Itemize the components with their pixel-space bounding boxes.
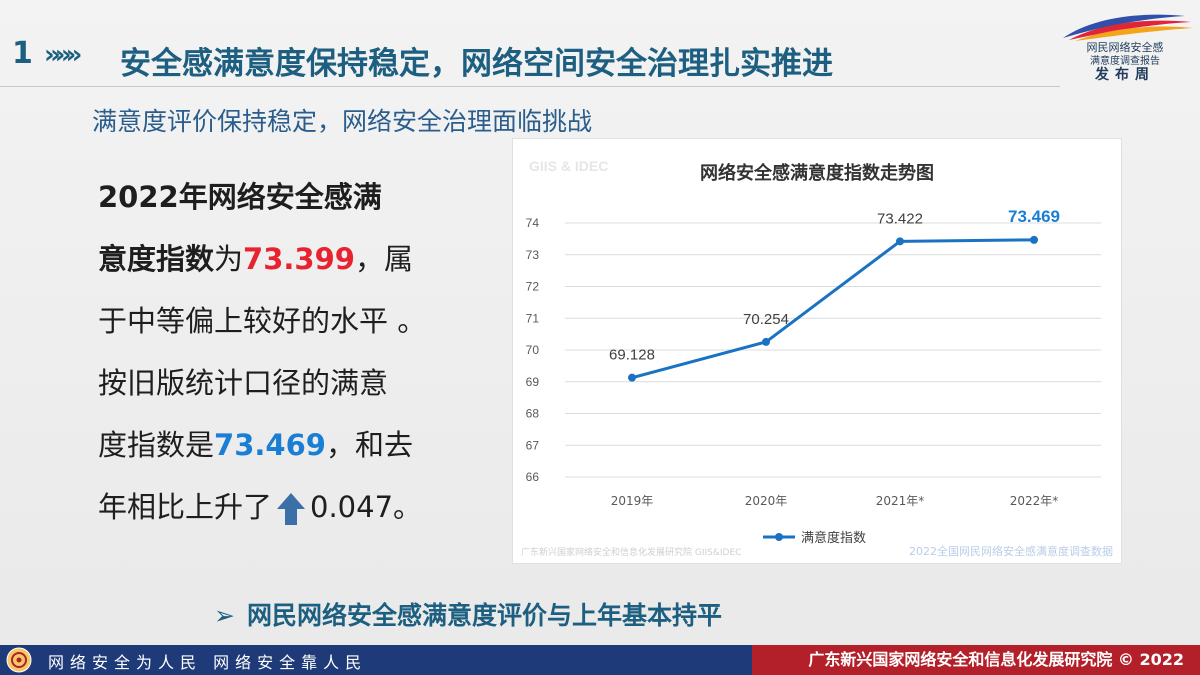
summary-line-1: 2022年网络安全感满 (98, 180, 382, 214)
data-point (896, 237, 904, 246)
y-tick-label: 70 (526, 343, 540, 357)
brand-line-3: 发布周 (1095, 67, 1155, 83)
data-point (628, 373, 636, 382)
legend-swatch-marker (775, 533, 783, 541)
chart-canvas: GIIS & IDEC 网络安全感满意度指数走势图 66 67 68 69 70 71 72 73… (521, 158, 1113, 558)
x-tick-label: 2022年* (1010, 494, 1059, 508)
x-tick-label: 2020年 (745, 494, 788, 508)
footer-copyright: 广东新兴国家网络安全和信息化发展研究院 © 2022 (752, 645, 1200, 675)
summary-line-5-tail: ，和去 (325, 428, 413, 462)
x-tick-label: 2019年 (611, 494, 654, 508)
series-line-satisfaction (631, 238, 1035, 380)
y-tick-label: 68 (526, 407, 540, 421)
trend-chart: GIIS & IDEC 网络安全感满意度指数走势图 66 67 68 69 70 71 72 73… (512, 138, 1122, 564)
y-tick-label: 67 (526, 438, 540, 452)
brand-swoosh-red (1069, 20, 1191, 40)
increase-value: 0.047。 (310, 490, 423, 524)
summary-line-3: 于中等偏上较好的水平 。 (98, 304, 427, 338)
brand-line-1: 网民网络安全感 (1086, 41, 1164, 54)
summary-connector: 为 (214, 242, 244, 276)
chart-watermark-top: GIIS & IDEC (529, 158, 608, 174)
summary-line-5-head: 度指数是 (98, 428, 215, 462)
subtitle: 满意度评价保持稳定，网络安全治理面临挑战 (92, 107, 593, 136)
summary-line-2-tail: ，属 (354, 242, 413, 276)
header-arrows-icon: »»» (44, 40, 82, 70)
y-tick-label: 66 (526, 470, 540, 484)
summary-line-4: 按旧版统计口径的满意 (98, 366, 389, 400)
data-label: 73.422 (877, 210, 923, 227)
data-point (762, 337, 770, 346)
brand-swoosh-yellow (1075, 26, 1193, 41)
summary-line-6-head: 年相比上升了 (98, 490, 273, 524)
summary-line-5: 度指数是73.469，和去 (98, 414, 498, 476)
bullet-arrow-icon: ➢ (214, 601, 235, 630)
index-value-new: 73.399 (243, 242, 355, 276)
key-finding: ➢ 网民网络安全感满意度评价与上年基本持平 (214, 596, 722, 632)
y-tick-label: 72 (526, 280, 540, 294)
chart-source-right: 2022全国网民网络安全感满意度调查数据 (909, 544, 1113, 558)
summary-text: 2022年网络安全感满 意度指数为73.399，属 于中等偏上较好的水平 。 按… (98, 166, 498, 538)
chart-title: 网络安全感满意度指数走势图 (700, 162, 934, 184)
footer-emblem-icon (6, 647, 32, 673)
summary-line-6: 年相比上升了 0.047。 (98, 476, 498, 538)
data-label: 69.128 (609, 347, 655, 364)
page-title: 安全感满意度保持稳定，网络空间安全治理扎实推进 (120, 46, 833, 82)
header-number: 1 (12, 36, 33, 71)
up-arrow-icon (277, 493, 306, 525)
header-divider (0, 86, 1060, 87)
brand-line-2: 满意度调查报告 (1090, 56, 1160, 67)
y-tick-label: 73 (526, 248, 540, 262)
y-tick-label: 74 (526, 216, 540, 230)
data-point (1030, 235, 1038, 244)
key-finding-text: 网民网络安全感满意度评价与上年基本持平 (246, 601, 722, 630)
x-tick-label: 2021年* (876, 494, 925, 508)
data-label: 73.469 (1008, 207, 1060, 226)
footer-slogan: 网络安全为人民 网络安全靠人民 (48, 653, 368, 672)
summary-line-2: 意度指数为73.399，属 (98, 228, 498, 290)
brand-swoosh-blue (1063, 14, 1185, 38)
y-tick-label: 71 (526, 311, 540, 325)
chart-source-left: 广东新兴国家网络安全和信息化发展研究院 GIIS&IDEC (521, 546, 741, 558)
legend-label: 满意度指数 (801, 530, 866, 546)
y-tick-label: 69 (526, 375, 540, 389)
brand-logo-icon (1063, 14, 1193, 41)
data-label: 70.254 (743, 311, 789, 328)
summary-term: 意度指数 (98, 242, 215, 276)
index-value-old: 73.469 (214, 428, 326, 462)
